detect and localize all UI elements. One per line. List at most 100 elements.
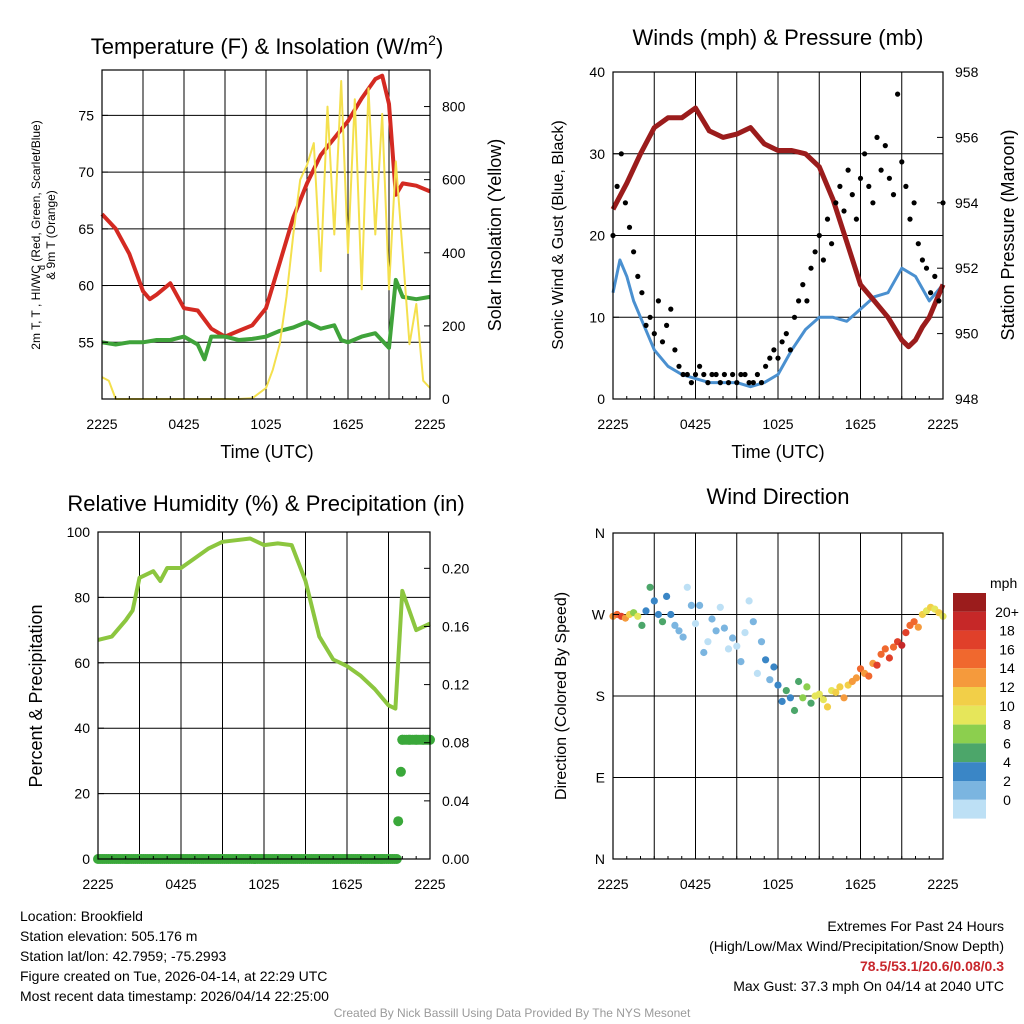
direction-point	[881, 645, 889, 653]
winds-series-group	[610, 91, 946, 389]
x-tick-label: 1625	[332, 416, 363, 432]
temperature-ylabel-line1: 2m T, T , HI/WC (Red, Green, Scarlet/Blu…	[29, 120, 43, 349]
gust-point	[932, 273, 938, 279]
direction-point	[795, 677, 803, 686]
gust-point	[680, 371, 686, 378]
gust-point	[899, 159, 905, 165]
gust-point	[701, 371, 707, 378]
gust-point	[837, 183, 843, 189]
direction-point	[914, 623, 922, 631]
series-sonic-wind	[611, 258, 945, 389]
y2-tick-label: 0.20	[442, 560, 469, 576]
extremes-title: Extremes For Past 24 Hours	[827, 918, 1004, 934]
x-tick-label: 2225	[927, 876, 958, 892]
direction-point	[766, 676, 774, 684]
x-tick-label: 2225	[927, 416, 958, 432]
gust-point	[862, 151, 868, 157]
direction-point	[910, 618, 918, 626]
direction-point	[832, 688, 840, 697]
y2-tick-label: 0.12	[442, 677, 469, 693]
y-tick-label: 75	[78, 107, 94, 123]
gust-point	[824, 216, 831, 222]
x-tick-label: 1025	[250, 416, 281, 432]
direction-point	[675, 627, 683, 635]
direction-point	[782, 687, 790, 695]
colorbar-label: 2	[1003, 773, 1011, 789]
direction-point	[819, 696, 828, 704]
gust-point	[639, 290, 645, 296]
direction-series-group	[609, 583, 947, 715]
recent-text: Most recent data timestamp: 2026/04/14 2…	[20, 988, 329, 1004]
extremes-legend: (High/Low/Max Wind/Precipitation/Snow De…	[709, 938, 1004, 954]
humidity-grid	[98, 532, 430, 859]
gust-point	[816, 232, 822, 239]
y2-tick-label: 958	[955, 64, 979, 80]
y2-tick-label: 800	[442, 99, 466, 115]
temperature-title: Temperature (F) & Insolation (W/m2)	[91, 32, 444, 59]
gust-point	[771, 347, 777, 353]
y-tick-label: E	[596, 770, 605, 786]
gust-point	[709, 371, 715, 378]
x-tick-label: 1625	[845, 876, 876, 892]
gust-point	[635, 273, 641, 279]
y-tick-label: S	[596, 688, 605, 704]
speed-colorbar: 20+ 18 16 14 12 10 8 6 4 2 0	[953, 593, 1019, 819]
y-tick-label: 40	[74, 720, 90, 736]
extremes-values: 78.5/53.1/20.6/0.08/0.3	[859, 958, 1004, 974]
y-tick-label: 60	[74, 655, 90, 671]
gust-point	[763, 363, 769, 369]
gust-point	[767, 355, 773, 361]
colorbar-swatch	[953, 743, 986, 763]
y2-tick-label: 0	[442, 391, 450, 407]
gust-point	[734, 380, 740, 386]
gust-point	[697, 363, 703, 369]
gust-point	[672, 347, 678, 353]
direction-point	[778, 697, 786, 706]
gust-point	[779, 339, 785, 345]
gust-point	[886, 175, 893, 181]
colorbar-swatch	[953, 762, 986, 781]
colorbar-label: 10	[999, 698, 1015, 714]
direction-point	[815, 690, 823, 698]
temperature-xlabel: Time (UTC)	[220, 442, 313, 462]
y2-tick-label: 950	[955, 326, 979, 342]
direction-point	[733, 642, 741, 650]
x-tick-label: 0425	[680, 416, 711, 432]
direction-point	[737, 658, 745, 666]
colorbar-label: 12	[999, 679, 1015, 695]
temperature-axes: 2225 0425 1025 1625 2225 55 60 65 70 75 0 200 400 600…	[78, 99, 465, 432]
gust-point	[857, 175, 864, 181]
y2-tick-label: 954	[955, 195, 979, 211]
gust-point	[730, 371, 736, 378]
direction-point	[836, 683, 844, 691]
winds-ylabel: Sonic Wind & Gust (Blue, Black)	[550, 120, 567, 349]
colorbar-label: 14	[999, 660, 1015, 676]
direction-point	[749, 618, 757, 626]
direction-point	[646, 583, 654, 591]
gust-point	[923, 265, 930, 271]
direction-panel: Wind Direction 2225 0425 1025 1625 2225 N E S W N…	[553, 484, 1019, 892]
max-gust-text: Max Gust: 37.3 mph On 04/14 at 2040 UTC	[733, 978, 1004, 994]
direction-point	[700, 648, 708, 657]
gust-point	[655, 298, 662, 304]
direction-point	[663, 592, 671, 601]
humidity-ylabel: Percent & Precipitation	[26, 604, 46, 787]
colorbar-swatch	[953, 630, 986, 650]
direction-point	[642, 607, 650, 615]
winds-title: Winds (mph) & Pressure (mb)	[633, 25, 924, 50]
gust-point	[750, 380, 756, 386]
x-tick-label: 2225	[86, 416, 117, 432]
gust-point	[738, 371, 744, 378]
temperature-ylabel-subscript: d	[37, 265, 47, 270]
x-tick-label: 0425	[168, 416, 199, 432]
winds-y2label: Station Pressure (Maroon)	[998, 129, 1018, 340]
y-tick-label: 0	[82, 851, 90, 867]
gust-point	[754, 371, 761, 378]
winds-axes: 2225 0425 1025 1625 2225 0 10 20 30 40 948 950 952 95…	[589, 64, 978, 432]
x-tick-label: 2225	[414, 876, 445, 892]
gust-point	[890, 192, 897, 198]
temperature-panel: Temperature (F) & Insolation (W/m2) 2225…	[29, 32, 505, 462]
gust-point	[622, 200, 629, 206]
colorbar-swatch	[953, 705, 986, 725]
gust-point	[878, 167, 884, 173]
